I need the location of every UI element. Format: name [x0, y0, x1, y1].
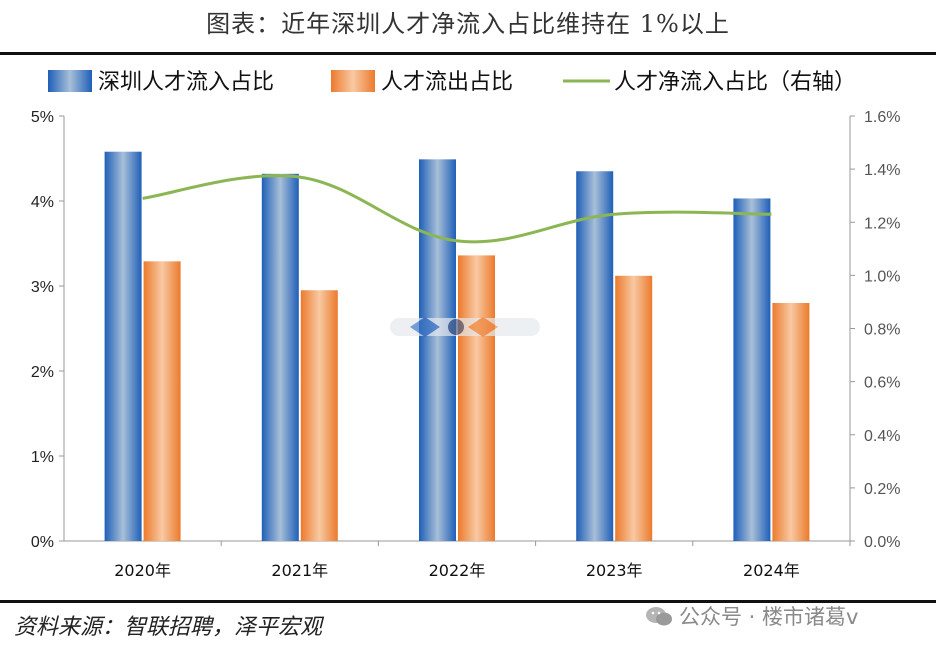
- chart-title: 图表：近年深圳人才净流入占比维持在 1%以上: [206, 10, 730, 38]
- legend-item-outflow[interactable]: 人才流出占比: [331, 70, 513, 95]
- category-label: 2020年: [114, 561, 171, 580]
- category-label: 2024年: [743, 561, 800, 580]
- bar-outflow: [458, 255, 495, 541]
- right-tick-label: 0.6%: [864, 375, 900, 392]
- watermark-text: 公众号 · 楼市诸葛v: [679, 605, 859, 629]
- bar-inflow: [261, 173, 299, 542]
- center-artifact: [390, 317, 540, 337]
- left-tick-label: 5%: [31, 109, 54, 126]
- bar-inflow: [104, 151, 142, 541]
- legend-swatch-outflow: [331, 70, 375, 92]
- left-tick-label: 2%: [31, 364, 54, 381]
- right-tick-label: 0.4%: [864, 428, 900, 445]
- bar-inflow: [576, 171, 614, 541]
- right-tick-label: 1.6%: [864, 109, 900, 126]
- left-axis-ticks: 0% 1% 2% 3% 4% 5%: [31, 109, 64, 551]
- right-tick-label: 0.2%: [864, 481, 900, 498]
- legend-item-net[interactable]: 人才净流入占比（右轴）: [563, 70, 856, 95]
- net-inflow-line: [142, 174, 772, 244]
- right-tick-label: 0.0%: [864, 534, 900, 551]
- bar-outflow: [615, 275, 653, 541]
- source-note: 资料来源：智联招聘，泽平宏观: [14, 615, 323, 640]
- bar-inflow: [733, 198, 771, 541]
- watermark: 公众号 · 楼市诸葛v: [645, 601, 858, 631]
- wechat-icon: [646, 607, 672, 626]
- category-labels: 2020年 2021年 2022年 2023年 2024年: [114, 541, 851, 580]
- left-tick-label: 4%: [31, 194, 54, 211]
- bar-outflow: [772, 303, 810, 541]
- right-tick-label: 1.2%: [864, 215, 900, 232]
- legend-label-outflow: 人才流出占比: [381, 70, 513, 95]
- legend-label-net: 人才净流入占比（右轴）: [614, 70, 856, 95]
- right-tick-label: 1.0%: [864, 268, 900, 285]
- left-tick-label: 3%: [31, 279, 54, 296]
- right-tick-label: 1.4%: [864, 162, 900, 179]
- legend-label-inflow: 深圳人才流入占比: [98, 70, 274, 95]
- right-axis-ticks: 0.0% 0.2% 0.4% 0.6% 0.8% 1.0% 1.2% 1.4% 1.6%: [850, 109, 900, 551]
- footer-divider: [0, 600, 936, 603]
- left-tick-label: 0%: [31, 534, 54, 551]
- bar-series: [104, 151, 810, 542]
- right-tick-label: 0.8%: [864, 322, 900, 339]
- bar-outflow: [143, 261, 181, 541]
- legend: 深圳人才流入占比 人才流出占比 人才净流入占比（右轴）: [48, 70, 856, 95]
- category-label: 2023年: [586, 561, 643, 580]
- title-divider: [0, 52, 936, 55]
- chart-area: 深圳人才流入占比 人才流出占比 人才净流入占比（右轴） 0% 1% 2% 3% 4% 5%…: [31, 70, 900, 580]
- left-tick-label: 1%: [31, 449, 54, 466]
- legend-item-inflow[interactable]: 深圳人才流入占比: [48, 70, 274, 95]
- category-label: 2022年: [429, 561, 486, 580]
- legend-swatch-inflow: [48, 70, 92, 92]
- bar-outflow: [300, 290, 338, 541]
- bar-inflow: [419, 159, 456, 541]
- category-label: 2021年: [271, 561, 328, 580]
